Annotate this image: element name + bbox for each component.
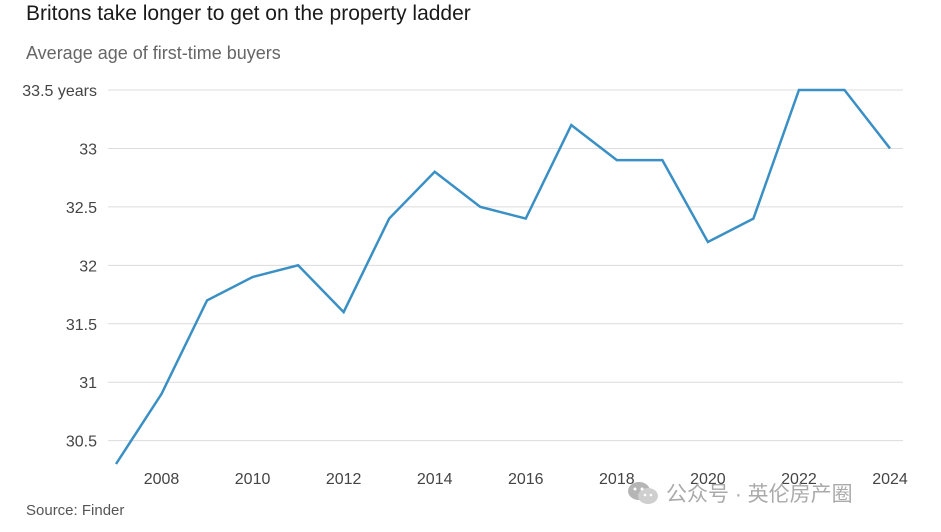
x-tick-label: 2008 xyxy=(144,471,180,488)
series-line xyxy=(114,88,891,465)
y-tick-label: 32 xyxy=(79,258,97,275)
data-point xyxy=(888,146,892,150)
gridlines xyxy=(108,89,903,442)
chart-subtitle: Average age of first-time buyers xyxy=(26,43,281,63)
x-tick-label: 2018 xyxy=(599,471,635,488)
x-tick-label: 2020 xyxy=(690,471,726,488)
data-point xyxy=(524,217,528,221)
chart-title: Britons take longer to get on the proper… xyxy=(26,2,471,25)
data-point xyxy=(205,298,209,302)
y-tick-label: 33.5 years xyxy=(22,83,97,100)
y-tick-label: 31.5 xyxy=(66,317,97,334)
data-point xyxy=(569,123,573,127)
data-point xyxy=(842,88,846,92)
source-note: Source: Finder xyxy=(26,502,125,519)
data-point xyxy=(797,88,801,92)
watermark-text: 公众号 · 英伦房产圈 xyxy=(666,483,853,506)
x-tick-label: 2010 xyxy=(235,471,271,488)
x-tick-label: 2022 xyxy=(781,471,817,488)
data-point xyxy=(615,158,619,162)
y-tick-label: 30.5 xyxy=(66,434,97,451)
data-point xyxy=(160,392,164,396)
y-tick-labels: 30.5 31 31.5 32 32.5 33 33.5 years xyxy=(22,83,97,451)
wechat-icon xyxy=(628,482,658,504)
x-tick-label: 2012 xyxy=(326,471,362,488)
x-tick-label: 2024 xyxy=(872,471,908,488)
y-tick-label: 32.5 xyxy=(66,200,97,217)
data-point xyxy=(387,217,391,221)
x-tick-label: 2014 xyxy=(417,471,453,488)
data-point xyxy=(706,240,710,244)
x-tick-labels: 2008 2010 2012 2014 2016 2018 2020 2022 2024 xyxy=(144,471,908,488)
y-tick-label: 31 xyxy=(79,375,97,392)
data-point xyxy=(478,205,482,209)
data-point xyxy=(296,263,300,267)
x-tick-label: 2016 xyxy=(508,471,544,488)
data-point xyxy=(751,217,755,221)
data-point xyxy=(251,275,255,279)
data-point xyxy=(114,462,118,466)
series-lines xyxy=(114,88,892,466)
watermark: 公众号 · 英伦房产圈 xyxy=(626,478,853,508)
data-point xyxy=(342,310,346,314)
data-point xyxy=(660,158,664,162)
y-tick-label: 33 xyxy=(79,141,97,158)
data-point xyxy=(433,170,437,174)
